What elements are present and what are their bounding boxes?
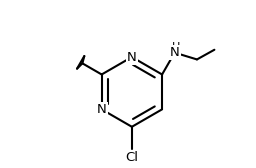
Text: Cl: Cl — [125, 151, 138, 164]
Text: N: N — [97, 103, 106, 116]
Text: H: H — [172, 42, 180, 52]
Text: N: N — [127, 51, 137, 64]
Text: N: N — [170, 46, 179, 59]
